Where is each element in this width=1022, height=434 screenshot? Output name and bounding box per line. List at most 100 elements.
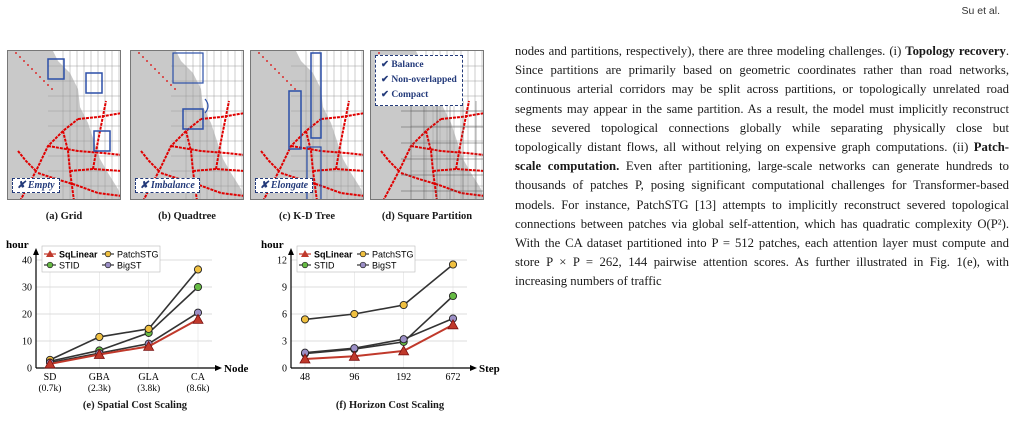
y-axis-label: hour bbox=[6, 239, 29, 251]
series-line-sqlinear bbox=[304, 323, 454, 360]
map-sensor-dot bbox=[27, 64, 29, 66]
partition-box bbox=[306, 146, 322, 199]
x-axis-arrow bbox=[470, 365, 477, 371]
map-road bbox=[185, 130, 198, 199]
map-road bbox=[305, 130, 318, 199]
map-sensor-dot bbox=[142, 56, 144, 58]
x-axis-label: Node bbox=[224, 363, 249, 375]
map-panel-grid: ✘ Empty bbox=[7, 50, 121, 200]
data-point-patchstg bbox=[300, 315, 310, 324]
legend-label: SqLinear bbox=[314, 250, 353, 260]
y-tick-label: 6 bbox=[282, 310, 287, 321]
legend-marker bbox=[104, 250, 112, 258]
chart-spatial: 0 10 20 30 40 hour Node SD (0.7k) GBA (2.3k) GLA (3.… bbox=[0, 236, 250, 401]
chart-horizon: 0 3 6 9 12 hour Step 48 96 192 672 SqLinear PatchSTG… bbox=[255, 236, 510, 401]
tag-imbalance: ✘ Imbalance bbox=[135, 178, 200, 193]
map-road bbox=[17, 150, 37, 172]
legend-marker bbox=[359, 261, 367, 269]
legend-box bbox=[296, 245, 416, 273]
map-sensor-dot bbox=[282, 76, 284, 78]
check-icon: ✔ bbox=[381, 60, 389, 70]
map-ocean bbox=[8, 51, 120, 199]
partition-box bbox=[85, 72, 103, 94]
check-non-overlapped-label: Non-overlapped bbox=[391, 75, 457, 85]
legend-marker bbox=[359, 250, 367, 258]
data-point-stid bbox=[193, 282, 203, 292]
x-axis-label: Step bbox=[479, 363, 500, 375]
y-tick-label: 10 bbox=[22, 337, 32, 348]
map-sensor-dot bbox=[166, 80, 168, 82]
map-sensor-dot bbox=[138, 52, 140, 54]
tag-elongate: ✘ Elongate bbox=[255, 178, 314, 193]
partition-box bbox=[47, 58, 65, 80]
map-quadtree-svg bbox=[131, 51, 243, 199]
body-text: nodes and partitions, respectively), the… bbox=[515, 42, 1009, 292]
cross-icon: ✘ bbox=[140, 180, 149, 191]
tag-elongate-label: Elongate bbox=[270, 180, 309, 191]
x-tick-label: 192 bbox=[396, 372, 411, 383]
map-road bbox=[312, 167, 363, 172]
map-road bbox=[432, 167, 483, 172]
series-line-sqlinear bbox=[49, 318, 199, 365]
map-sensor-dot bbox=[170, 84, 172, 86]
cross-icon: ✘ bbox=[17, 180, 26, 191]
map-road bbox=[290, 145, 363, 156]
data-point-patchstg bbox=[144, 324, 153, 333]
x-tick-label: CA bbox=[191, 372, 206, 383]
tag-empty-label: Empty bbox=[27, 180, 55, 191]
series-line-stid bbox=[49, 286, 199, 363]
legend-marker bbox=[46, 261, 54, 269]
map-road bbox=[69, 167, 120, 172]
y-tick-label: 0 bbox=[282, 364, 287, 375]
data-point-patchstg bbox=[399, 300, 408, 310]
map-road bbox=[320, 112, 363, 120]
map-road bbox=[140, 150, 160, 172]
legend-box bbox=[41, 245, 161, 273]
x-tick-label: GLA bbox=[138, 372, 159, 383]
map-grid-svg bbox=[8, 51, 120, 199]
series-line-patchstg bbox=[49, 268, 199, 361]
text-run: nodes and partitions, respectively), the… bbox=[515, 44, 906, 58]
map-sensor-dot bbox=[266, 60, 268, 62]
y-tick-label: 9 bbox=[282, 283, 287, 294]
y-axis-arrow bbox=[33, 248, 39, 255]
data-point-patchstg bbox=[350, 309, 359, 319]
check-compact-label: Compact bbox=[391, 90, 429, 100]
data-point-sqlinear bbox=[299, 353, 311, 364]
map-road bbox=[200, 112, 243, 120]
tag-imbalance-label: Imbalance bbox=[150, 180, 195, 191]
y-tick-label: 40 bbox=[22, 256, 32, 267]
check-balance: ✔ Balance bbox=[381, 58, 457, 73]
map-road bbox=[425, 130, 438, 199]
series-line-stid bbox=[304, 295, 454, 355]
map-sensor-dot bbox=[43, 80, 45, 82]
map-sensor-dot bbox=[47, 84, 49, 86]
x-tick-label: 48 bbox=[300, 372, 310, 383]
partition-box bbox=[310, 52, 322, 139]
data-point-sqlinear bbox=[192, 313, 204, 324]
map-panel-square: ✔ Balance ✔ Non-overlapped ✔ Compact bbox=[370, 50, 484, 200]
map-ocean bbox=[251, 51, 363, 199]
map-road bbox=[160, 172, 243, 197]
map-sensor-dot bbox=[286, 80, 288, 82]
heading-topology-recovery: Topology recovery bbox=[905, 44, 1006, 58]
map-sensor-dot bbox=[15, 52, 17, 54]
y-axis-arrow bbox=[288, 248, 294, 255]
y-axis-label: hour bbox=[261, 239, 284, 251]
text-run: . Since partitions are primarily based o… bbox=[515, 44, 1009, 155]
caption-quadtree: (b) Quadtree bbox=[158, 211, 216, 222]
map-road bbox=[215, 100, 230, 170]
partition-box bbox=[288, 90, 302, 150]
map-sensor-dot bbox=[162, 76, 164, 78]
map-sensor-dot bbox=[378, 52, 380, 54]
map-road bbox=[380, 150, 400, 172]
map-road bbox=[400, 172, 483, 197]
map-sensor-dot bbox=[262, 56, 264, 58]
x-tick-label: SD bbox=[44, 372, 57, 383]
chart-horizon-svg: 0 3 6 9 12 hour Step 48 96 192 672 SqLinear PatchSTG… bbox=[261, 239, 500, 383]
checks-box: ✔ Balance ✔ Non-overlapped ✔ Compact bbox=[375, 55, 463, 106]
series-line-patchstg bbox=[304, 263, 454, 321]
legend-marker bbox=[301, 261, 309, 269]
series-line-bigst bbox=[49, 311, 199, 364]
x-tick-label: 96 bbox=[349, 372, 359, 383]
